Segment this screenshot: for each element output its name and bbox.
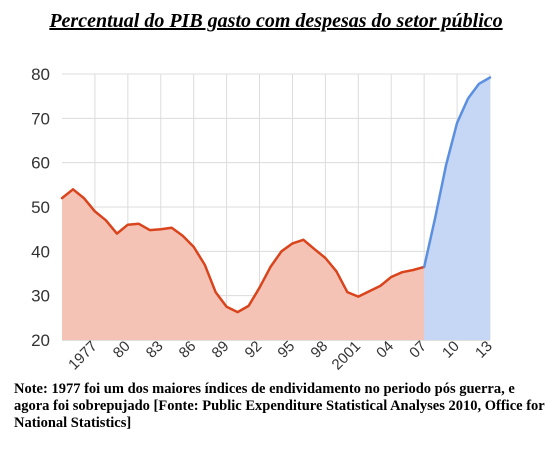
x-tick-label: 80 [110,338,134,362]
y-axis-ticks: 20 30 40 50 60 70 80 [31,65,50,350]
x-tick-label: 04 [373,338,397,362]
x-tick-label: 1977 [65,338,101,374]
x-tick-label: 83 [143,338,167,362]
x-tick-label: 2001 [329,338,365,374]
y-tick-label: 20 [31,331,50,350]
y-tick-label: 30 [31,287,50,306]
area-fills [62,77,490,340]
series-area-1 [424,77,490,340]
series-line-1 [422,76,492,269]
x-tick-label: 13 [472,338,496,362]
source-note: Note: 1977 foi um dos maiores índices de… [14,381,545,431]
chart-title: Percentual do PIB gasto com despesas do … [49,10,503,32]
x-tick-label: 10 [439,338,463,362]
x-tick-label: 86 [176,338,200,362]
y-tick-label: 70 [31,109,50,128]
y-tick-label: 60 [31,154,50,173]
x-tick-label: 07 [406,338,430,362]
series-area-0 [62,189,425,340]
y-tick-label: 40 [31,242,50,261]
x-tick-label: 92 [242,338,266,362]
x-tick-label: 89 [209,338,233,362]
y-tick-label: 80 [31,65,50,84]
series-lines [60,76,492,314]
series-line-0 [60,188,426,314]
y-tick-label: 50 [31,198,50,217]
x-tick-label: 95 [274,338,298,362]
x-tick-label: 98 [307,338,331,362]
